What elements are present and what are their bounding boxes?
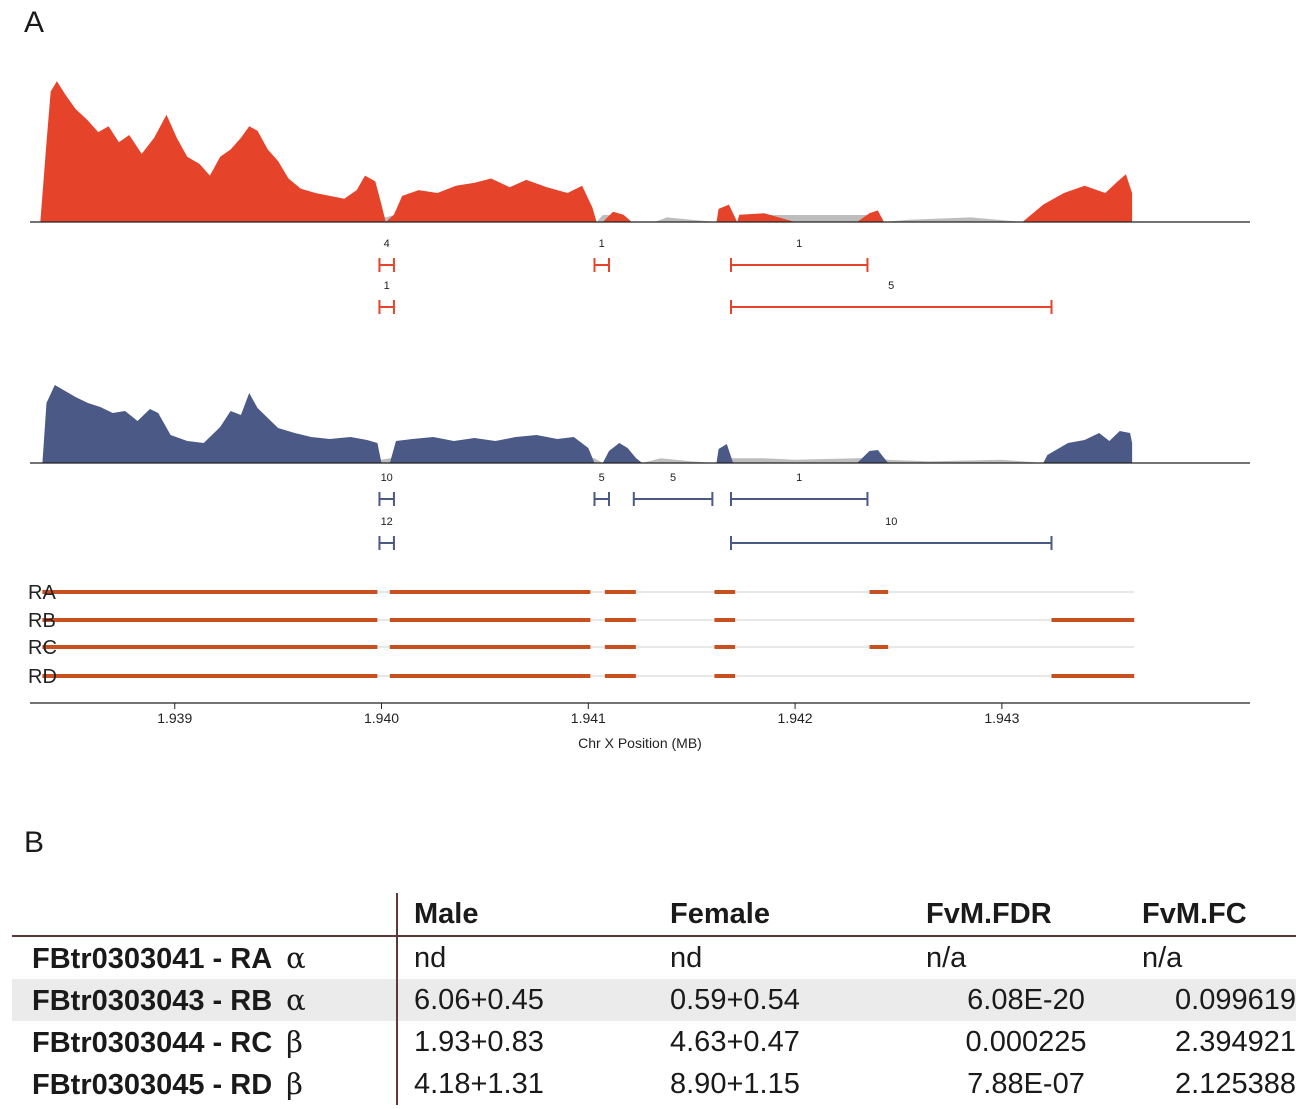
junction-count-label: 1 xyxy=(599,238,605,250)
isoform-exon xyxy=(604,645,636,649)
transcript-id: FBtr0303044 - RC xyxy=(32,1026,273,1059)
x-axis: 1.939 1.940 1.941 1.942 1.943 xyxy=(30,702,1250,726)
junction-count-label: 5 xyxy=(670,472,676,484)
junction-count-label: 5 xyxy=(599,472,605,484)
isoform-exon xyxy=(1051,674,1135,678)
coverage-tracks xyxy=(30,81,1250,464)
isoform-exon xyxy=(714,674,736,678)
junction-count-label: 10 xyxy=(885,516,897,528)
header-female: Female xyxy=(654,893,910,937)
junction-count-label: 1 xyxy=(796,238,802,250)
expression-table: Male Female FvM.FDR FvM.FC FBtr0303041 -… xyxy=(12,893,1296,1105)
isoform-class: β xyxy=(286,1066,303,1101)
isoform-models: RA RB RC RD xyxy=(28,582,1135,688)
x-axis-tick-label: 1.941 xyxy=(571,710,606,726)
isoform-exon xyxy=(869,590,889,594)
isoform-exon xyxy=(42,645,378,649)
junction-count-label: 1 xyxy=(796,472,802,484)
isoform-exon xyxy=(42,674,378,678)
x-axis-tick-label: 1.943 xyxy=(984,710,1019,726)
fc-value: 2.394921 xyxy=(1175,1025,1296,1058)
isoform-exon xyxy=(389,674,591,678)
isoform-label: RB xyxy=(28,610,56,632)
isoform-exon xyxy=(714,618,736,622)
panel-a-label: A xyxy=(24,6,45,39)
x-axis-tick-label: 1.942 xyxy=(778,710,813,726)
isoform-exon xyxy=(604,618,636,622)
transcript-name: FBtr0303041 - RA α xyxy=(12,936,397,979)
isoform-exon xyxy=(869,645,889,649)
isoform-label: RA xyxy=(28,582,56,604)
isoform-class: β xyxy=(286,1024,303,1059)
male-value: nd xyxy=(396,936,654,979)
isoform-exon xyxy=(389,618,591,622)
coverage-area-1 xyxy=(40,81,1133,222)
coverage-area-2 xyxy=(42,385,1133,463)
table-header-row: Male Female FvM.FDR FvM.FC xyxy=(12,893,1296,937)
transcript-id: FBtr0303045 - RD xyxy=(32,1068,273,1101)
isoform-class: α xyxy=(286,982,306,1017)
male-value: 6.06+0.45 xyxy=(396,979,654,1021)
transcript-name: FBtr0303044 - RC β xyxy=(12,1021,397,1063)
isoform-class: α xyxy=(286,940,306,975)
isoform-exon xyxy=(604,590,636,594)
x-axis-label: Chr X Position (MB) xyxy=(578,735,702,751)
isoform-exon xyxy=(42,618,378,622)
junction-count-label: 5 xyxy=(888,280,894,292)
table-row: FBtr0303041 - RA α nd nd n/a n/a xyxy=(12,936,1296,979)
junction-count-label: 12 xyxy=(381,516,393,528)
fc-value: 2.125388 xyxy=(1175,1067,1296,1100)
fc-value: 0.099619 xyxy=(1126,979,1296,1021)
isoform-exon xyxy=(42,590,378,594)
fdr-value: 6.08E-20 xyxy=(910,979,1126,1021)
isoform-label: RD xyxy=(28,666,57,688)
female-value: nd xyxy=(670,941,703,974)
male-value: 4.18+1.31 xyxy=(396,1063,654,1105)
male-value: 1.93+0.83 xyxy=(396,1021,654,1063)
transcript-id: FBtr0303041 - RA xyxy=(32,942,273,975)
female-value: 8.90+1.15 xyxy=(670,1067,800,1100)
header-male: Male xyxy=(396,893,654,937)
isoform-exon xyxy=(389,645,591,649)
transcript-id: FBtr0303043 - RB xyxy=(32,984,273,1017)
isoform-exon xyxy=(604,674,636,678)
isoform-exon xyxy=(1051,618,1135,622)
table-row: FBtr0303045 - RD β 4.18+1.31 8.90+1.15 7.… xyxy=(12,1063,1296,1105)
isoform-exon xyxy=(714,645,736,649)
junction-tracks: 4 1 11 510 5 5 112 10 xyxy=(378,238,1053,550)
panel-b-label: B xyxy=(24,826,45,859)
junction-count-label: 4 xyxy=(384,238,390,250)
junction-count-label: 10 xyxy=(381,472,393,484)
header-fdr: FvM.FDR xyxy=(910,893,1126,937)
junction-count-label: 1 xyxy=(384,280,390,292)
x-axis-tick-label: 1.939 xyxy=(157,710,192,726)
isoform-label: RC xyxy=(28,637,57,659)
female-value: 0.59+0.54 xyxy=(654,979,910,1021)
transcript-name: FBtr0303045 - RD β xyxy=(12,1063,397,1105)
fdr-value: n/a xyxy=(926,941,967,974)
header-transcript xyxy=(12,893,397,937)
fdr-value: 0.000225 xyxy=(965,1025,1087,1058)
fc-value: n/a xyxy=(1142,941,1183,974)
isoform-exon xyxy=(714,590,736,594)
fdr-value: 7.88E-07 xyxy=(967,1067,1085,1100)
table-row: FBtr0303044 - RC β 1.93+0.83 4.63+0.47 0.… xyxy=(12,1021,1296,1063)
transcript-name: FBtr0303043 - RB α xyxy=(12,979,397,1021)
header-fc: FvM.FC xyxy=(1126,893,1296,937)
isoform-exon xyxy=(389,590,591,594)
x-axis-tick-label: 1.940 xyxy=(364,710,399,726)
table-row: FBtr0303043 - RB α 6.06+0.45 0.59+0.54 6.… xyxy=(12,979,1296,1021)
female-value: 4.63+0.47 xyxy=(670,1025,800,1058)
